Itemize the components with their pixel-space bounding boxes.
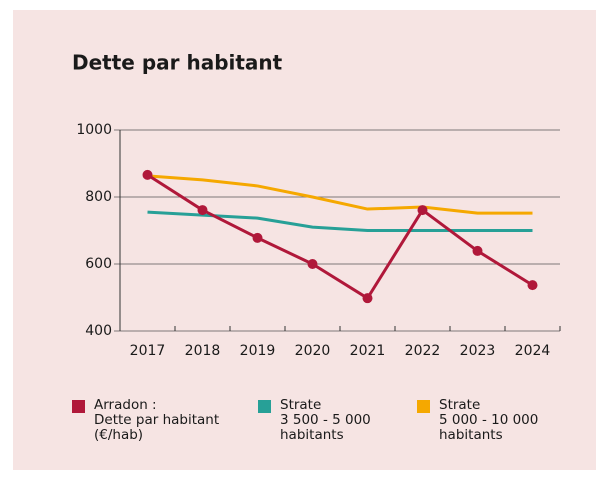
legend-swatch <box>72 400 85 413</box>
series-line <box>146 173 534 300</box>
y-tick-label: 600 <box>85 256 112 272</box>
series-line <box>147 174 533 215</box>
point <box>527 280 538 291</box>
x-tick-label: 2019 <box>240 343 276 359</box>
panel <box>13 10 596 470</box>
legend-swatch <box>258 400 271 413</box>
x-tick-label: 2022 <box>405 343 441 359</box>
x-tick-label: 2021 <box>350 343 386 359</box>
legend-swatch <box>417 400 430 413</box>
point <box>252 232 263 243</box>
point <box>142 169 153 180</box>
x-tick-label: 2023 <box>460 343 496 359</box>
legend-label: Arradon : Dette par habitant (€/hab) <box>94 397 220 443</box>
legend-label: Strate 5 000 - 10 000 habitants <box>439 397 539 443</box>
point <box>472 245 483 256</box>
x-tick-label: 2018 <box>185 343 221 359</box>
point <box>197 205 208 216</box>
y-tick-label: 1000 <box>76 122 112 138</box>
series-line <box>147 210 533 232</box>
x-tick-label: 2020 <box>295 343 331 359</box>
point <box>417 205 428 216</box>
y-tick-label: 400 <box>85 323 112 339</box>
point <box>362 293 373 304</box>
legend-label: Strate 3 500 - 5 000 habitants <box>280 397 371 443</box>
point <box>307 259 318 269</box>
chart-title: Dette par habitant <box>72 51 283 75</box>
y-tick-label: 800 <box>85 189 112 205</box>
x-tick-label: 2017 <box>130 343 166 359</box>
x-tick-label: 2024 <box>515 343 551 359</box>
